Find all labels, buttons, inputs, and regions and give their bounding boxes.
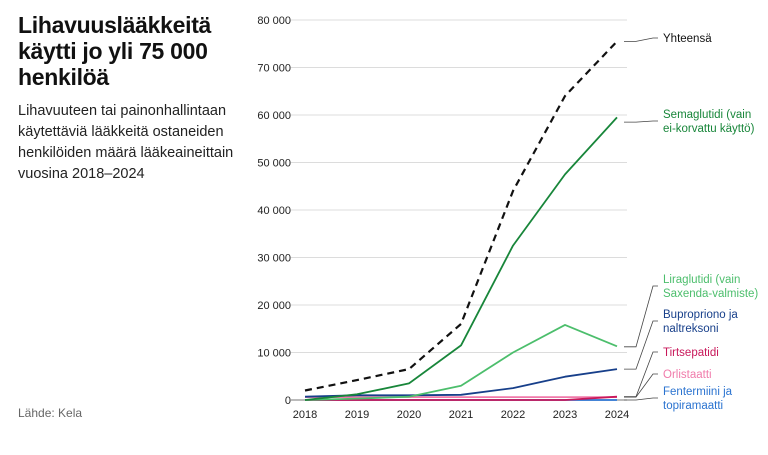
source-note: Lähde: Kela [18,406,83,420]
y-tick-label: 80 000 [257,15,291,27]
series-label-tirtsepatidi: Tirtsepatidi [663,347,719,359]
y-tick-label: 70 000 [257,63,291,75]
x-tick-label: 2022 [501,409,525,421]
y-tick-label: 60 000 [257,110,291,122]
y-tick-label: 30 000 [257,253,291,265]
series-label-liraglutidi-vain-saxenda-valmiste: Liraglutidi (vain Saxenda-valmiste) [663,274,758,300]
x-tick-label: 2023 [553,409,577,421]
series-line-bupropriono-ja-naltreksoni [304,368,618,398]
chart-subtitle: Lihavuuteen tai painonhallintaan käytett… [18,103,234,182]
series-label-fentermiini-ja-topiramaatti: Fentermiini ja topiramaatti [663,386,733,412]
x-tick-label: 2024 [605,409,629,421]
chart-title: Lihavuuslääkkeitä käytti jo yli 75 000 h… [18,12,212,90]
x-tick-label: 2020 [397,409,421,421]
series-line-yhteensa [304,40,618,392]
series-label-orlistaatti: Orlistaatti [663,369,712,381]
leader-line [624,37,658,42]
series-label-semaglutidi-vain-ei-korvattu-kaytto: Semaglutidi (vain ei-korvattu käyttö) [663,109,755,135]
series-label-yhteensa: Yhteensä [663,33,712,45]
leader-line [624,120,658,123]
leader-line [624,373,658,398]
y-tick-label: 0 [285,395,291,407]
series-label-bupropriono-ja-naltreksoni: Bupropriono ja naltreksoni [663,309,738,335]
y-tick-label: 50 000 [257,158,291,170]
x-tick-label: 2018 [293,409,317,421]
y-tick-label: 10 000 [257,348,291,360]
series-line-tirtsepatidi [305,395,618,401]
series-line-liraglutidi-vain-saxenda-valmiste [304,323,618,401]
leader-line [624,397,658,401]
leader-line [624,320,658,370]
y-tick-label: 40 000 [257,205,291,217]
x-tick-label: 2019 [345,409,369,421]
y-tick-label: 20 000 [257,300,291,312]
series-line-semaglutidi-vain-ei-korvattu-kaytto [304,116,618,401]
leader-line [624,285,658,348]
x-tick-label: 2021 [449,409,473,421]
